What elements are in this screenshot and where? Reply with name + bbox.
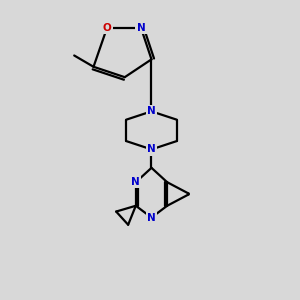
Text: N: N (147, 212, 156, 223)
Text: N: N (131, 177, 140, 187)
Text: O: O (103, 23, 111, 33)
Text: N: N (147, 106, 156, 116)
Text: N: N (137, 23, 146, 33)
Text: N: N (147, 144, 156, 154)
